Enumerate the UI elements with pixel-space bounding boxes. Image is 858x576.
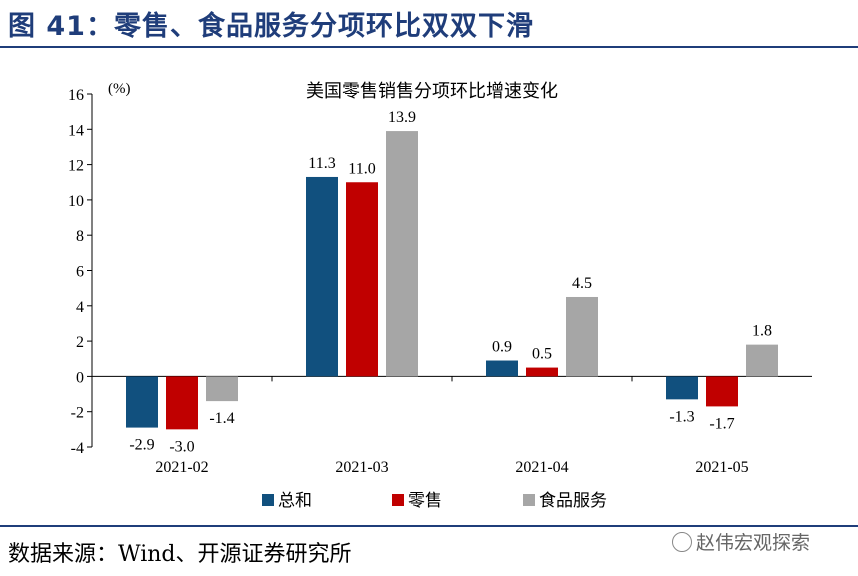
y-tick-label: 2 bbox=[76, 334, 84, 351]
y-tick-label: 0 bbox=[76, 369, 84, 386]
y-tick-label: -2 bbox=[71, 405, 84, 422]
bar bbox=[706, 376, 738, 407]
legend-label: 总和 bbox=[278, 491, 312, 510]
data-label: 4.5 bbox=[572, 275, 592, 292]
data-label: -1.4 bbox=[209, 410, 234, 427]
legend-swatch bbox=[392, 494, 404, 506]
x-tick-label: 2021-05 bbox=[695, 459, 748, 476]
bar bbox=[746, 344, 778, 377]
data-source-note: 数据来源：Wind、开源证券研究所 bbox=[8, 542, 352, 567]
data-label: -1.7 bbox=[709, 415, 734, 432]
bar bbox=[206, 376, 238, 402]
legend-label: 零售 bbox=[408, 491, 442, 510]
bar bbox=[526, 367, 558, 377]
data-label: 0.9 bbox=[492, 339, 512, 356]
data-label: 11.0 bbox=[348, 160, 375, 177]
data-label: -3.0 bbox=[169, 438, 194, 455]
watermark: 赵伟宏观探索 bbox=[672, 528, 810, 555]
y-tick-label: 16 bbox=[68, 87, 84, 104]
bar bbox=[566, 296, 598, 377]
bar bbox=[126, 376, 158, 428]
bar bbox=[346, 182, 378, 377]
y-tick-label: 12 bbox=[68, 158, 84, 175]
y-tick-label: -4 bbox=[71, 440, 84, 457]
x-tick-label: 2021-04 bbox=[515, 459, 568, 476]
y-tick-label: 8 bbox=[76, 228, 84, 245]
x-tick-label: 2021-02 bbox=[155, 459, 208, 476]
data-label: 0.5 bbox=[532, 346, 552, 363]
x-tick-label: 2021-03 bbox=[335, 459, 388, 476]
chart-title: 美国零售销售分项环比增速变化 bbox=[306, 81, 558, 101]
data-label: 13.9 bbox=[388, 109, 416, 126]
footer-divider bbox=[0, 525, 858, 527]
data-label: -2.9 bbox=[129, 437, 154, 454]
bar bbox=[306, 176, 338, 377]
data-label: 11.3 bbox=[308, 155, 335, 172]
chat-bubble-icon bbox=[672, 532, 692, 552]
legend-swatch bbox=[262, 494, 274, 506]
legend-label: 食品服务 bbox=[539, 491, 607, 510]
y-tick-label: 6 bbox=[76, 264, 84, 281]
figure-title: 图 41：零售、食品服务分项环比双双下滑 bbox=[8, 11, 534, 42]
y-tick-label: 4 bbox=[76, 299, 84, 316]
y-tick-label: 14 bbox=[68, 122, 84, 139]
data-label: -1.3 bbox=[669, 408, 694, 425]
y-tick-label: 10 bbox=[68, 193, 84, 210]
title-divider bbox=[0, 46, 858, 48]
bar bbox=[386, 131, 418, 377]
bar bbox=[166, 376, 198, 430]
watermark-text: 赵伟宏观探索 bbox=[696, 532, 811, 554]
bar-chart: 美国零售销售分项环比增速变化 (%) -4 -2 0 2 4 6 8 10 12 14 16 2021-0… bbox=[68, 81, 812, 510]
legend-swatch bbox=[523, 494, 535, 506]
y-axis-unit: (%) bbox=[108, 81, 131, 97]
bar bbox=[486, 360, 518, 377]
data-label: 1.8 bbox=[752, 323, 772, 340]
bar bbox=[666, 376, 698, 400]
